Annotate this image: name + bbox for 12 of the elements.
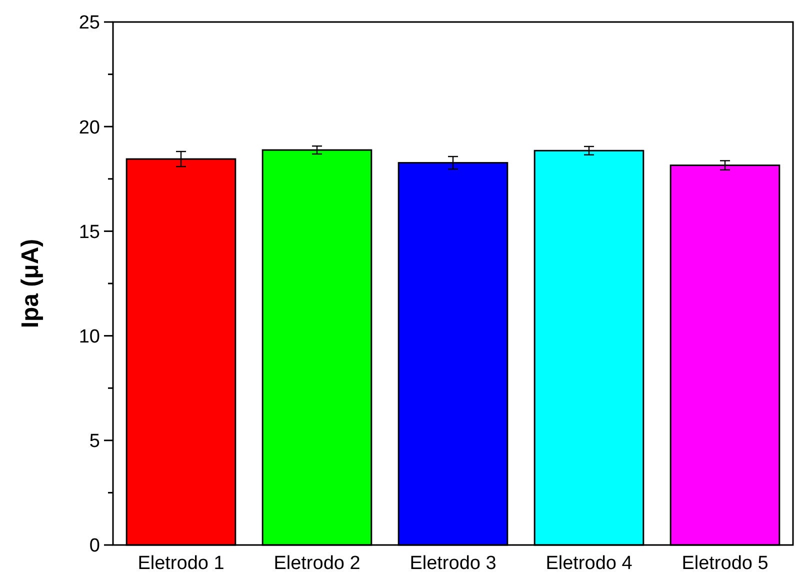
- y-tick-label: 25: [78, 12, 100, 34]
- y-tick-label: 15: [78, 222, 100, 243]
- y-axis-title: Ipa (μA): [17, 238, 44, 328]
- x-tick-label: Eletrodo 5: [682, 553, 768, 574]
- x-tick-label: Eletrodo 2: [274, 553, 360, 574]
- y-tick-label: 0: [89, 536, 100, 557]
- y-tick-label: 20: [78, 117, 100, 138]
- x-tick-label: Eletrodo 3: [410, 553, 496, 574]
- x-tick-label: Eletrodo 1: [138, 553, 224, 574]
- x-tick-label: Eletrodo 4: [546, 553, 633, 574]
- y-tick-label: 10: [78, 326, 100, 348]
- y-tick-label: 5: [89, 431, 100, 452]
